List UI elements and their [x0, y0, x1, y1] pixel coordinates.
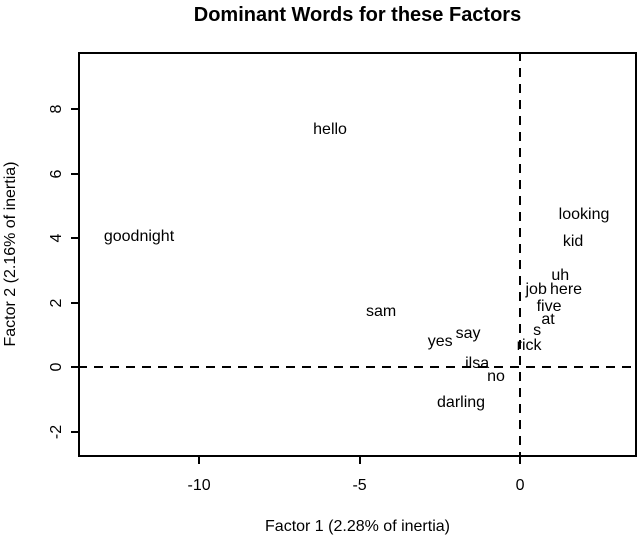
y-axis-label: Factor 2 (2.16% of inertia) [2, 161, 19, 347]
word-label-at: at [541, 310, 555, 328]
y-tick [71, 301, 78, 304]
zero-y-reference-line [78, 366, 637, 369]
word-label-darling: darling [437, 394, 486, 412]
x-tick-label: -10 [187, 477, 211, 494]
zero-x-reference-line [519, 52, 522, 457]
word-label-hello: hello [313, 121, 347, 139]
x-tick-label: -5 [352, 477, 367, 494]
word-label-job: job [525, 280, 547, 298]
y-tick-label: 6 [48, 169, 65, 179]
word-label-here: here [550, 280, 583, 298]
x-tick [198, 457, 201, 464]
word-label-looking: looking [558, 206, 610, 224]
plot-area [78, 52, 637, 457]
word-label-five: five [536, 298, 562, 316]
word-label-rick: rick [516, 337, 542, 355]
word-label-goodnight: goodnight [103, 228, 175, 246]
x-tick [358, 457, 361, 464]
word-label-ilsa: ilsa [465, 355, 490, 373]
x-tick [519, 457, 522, 464]
y-tick-label: 0 [48, 362, 65, 372]
word-label-s: s [533, 321, 542, 339]
word-label-say: say [455, 325, 481, 343]
y-tick-label: -2 [48, 424, 65, 439]
y-tick-label: 4 [48, 233, 65, 243]
y-tick [71, 430, 78, 433]
y-tick [71, 237, 78, 240]
word-label-uh: uh [551, 267, 570, 285]
chart-title: Dominant Words for these Factors [193, 4, 522, 26]
y-tick-label: 8 [48, 104, 65, 114]
x-tick-label: 0 [515, 477, 525, 494]
y-tick [71, 172, 78, 175]
word-label-yes: yes [427, 332, 453, 350]
y-tick [71, 108, 78, 111]
x-axis-label: Factor 1 (2.28% of inertia) [265, 518, 450, 535]
y-tick-label: 2 [48, 298, 65, 307]
word-label-kid: kid [562, 232, 584, 250]
y-tick [71, 366, 78, 369]
word-label-no: no [487, 368, 505, 386]
word-label-sam: sam [365, 302, 397, 320]
